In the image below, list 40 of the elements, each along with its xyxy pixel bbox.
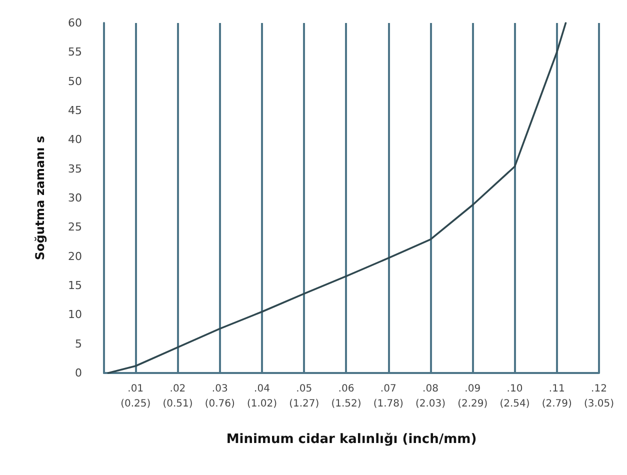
x-tick-label: .09	[464, 384, 481, 394]
x-tick-label: .08	[422, 384, 438, 394]
x-tick-label: .10	[506, 384, 523, 394]
y-tick-label: 55	[68, 46, 82, 59]
x-tick-label: .06	[338, 384, 354, 394]
x-tick-label: .05	[296, 384, 312, 394]
y-tick-label: 0	[75, 366, 82, 380]
x2-tick-label: (1.78)	[373, 398, 404, 410]
y-tick-label: 35	[68, 162, 82, 176]
x2-tick-label: (0.51)	[162, 398, 193, 410]
x-tick-label: .11	[548, 384, 565, 394]
y-tick-label: 50	[68, 74, 82, 88]
x2-tick-label: (2.03)	[415, 398, 446, 410]
x-tick-label: .04	[254, 384, 270, 394]
x2-tick-label: (0.76)	[204, 398, 235, 410]
y-tick-label: 5	[75, 337, 82, 350]
y-tick-label: 25	[68, 220, 82, 234]
x-tick-label: .12	[591, 384, 607, 394]
y-tick-label: 30	[68, 192, 82, 204]
x2-tick-label: (2.79)	[542, 398, 572, 410]
y-tick-label: 45	[68, 104, 82, 117]
y-tick-label: 10	[68, 308, 82, 322]
x-tick-label: .07	[380, 384, 396, 394]
x2-tick-label: (1.27)	[289, 398, 320, 410]
x-tick-label: .03	[212, 384, 228, 394]
x2-tick-label: (0.25)	[120, 398, 151, 410]
line-series	[107, 22, 567, 374]
x2-tick-label: (1.02)	[246, 398, 278, 410]
y-tick-label: 20	[68, 250, 82, 263]
x-tick-label: .02	[170, 384, 186, 394]
y-tick-label: 60	[68, 16, 82, 30]
y-tick-label: 15	[68, 279, 82, 292]
x-axis-title: Minimum cidar kalınlığı (inch/mm)	[226, 432, 477, 447]
x-tick-label: .01	[128, 384, 144, 394]
y-axis-title: Soğutma zamanı s	[33, 136, 47, 260]
x2-tick-label: (1.52)	[331, 398, 362, 410]
x2-tick-label: (2.29)	[458, 398, 488, 410]
x2-tick-label: (2.54)	[500, 398, 530, 410]
y-tick-label: 40	[68, 133, 82, 146]
x2-tick-label: (3.05)	[584, 398, 614, 410]
